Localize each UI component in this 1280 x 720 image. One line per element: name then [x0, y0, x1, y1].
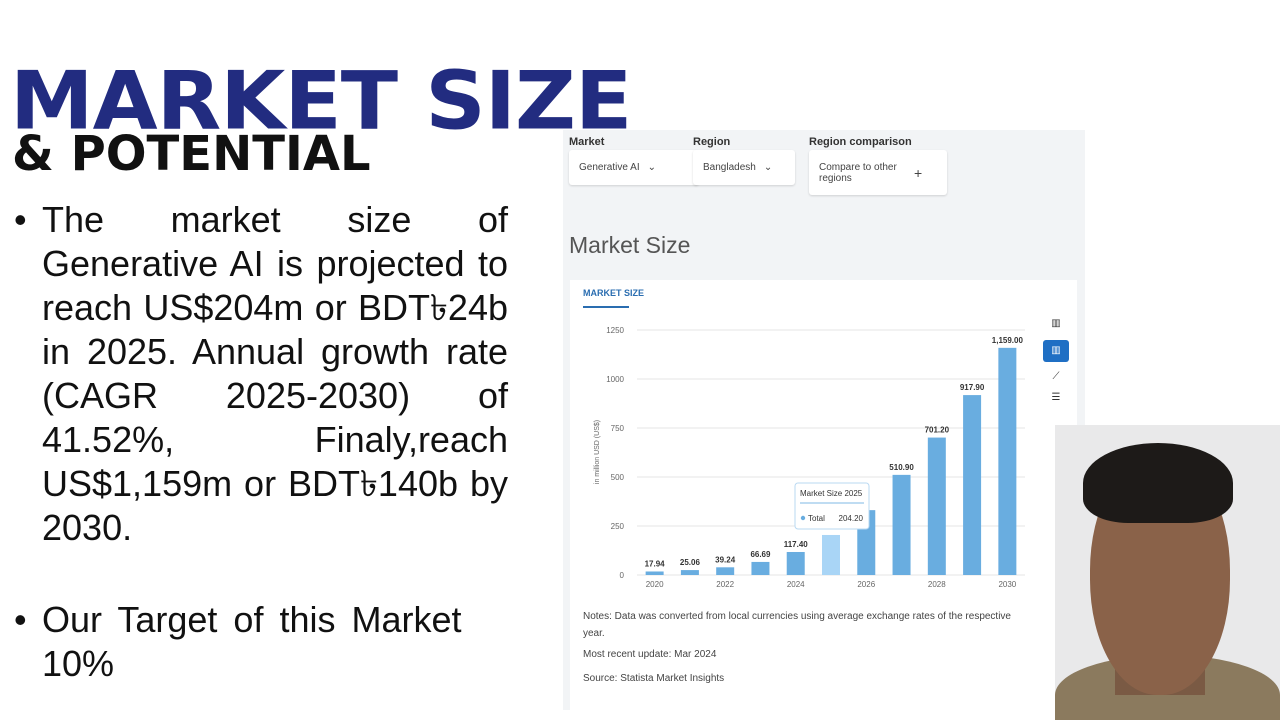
heading: Market Size	[569, 232, 691, 258]
value-label: 17.94	[645, 559, 666, 568]
y-tick-label: 1250	[606, 326, 624, 335]
webcam	[1055, 425, 1280, 720]
bar	[998, 347, 1017, 575]
y-tick-label: 750	[611, 424, 625, 433]
x-tick-label: 2024	[787, 580, 805, 589]
bullet-text: Our Target of this Market 10%	[42, 599, 462, 684]
note: Source: Statista Market Insights	[583, 673, 725, 684]
tooltip-dot	[800, 515, 806, 521]
y-tick-label: 1000	[606, 375, 624, 384]
bar	[892, 474, 911, 575]
y-tick-label: 250	[611, 522, 625, 531]
note: Notes: Data was converted from local cur…	[583, 611, 1011, 639]
tooltip-title: Market Size 2025	[800, 489, 863, 498]
bullet: • Our Target of this Market 10%	[14, 598, 508, 686]
filter-label: Region	[693, 136, 731, 148]
y-tick-label: 0	[620, 571, 625, 580]
bar	[751, 561, 770, 575]
icon[interactable]: ☰	[1051, 392, 1061, 403]
x-tick-label: 2022	[716, 580, 734, 589]
icon[interactable]: ▥	[1051, 318, 1061, 329]
filter-label: Market	[569, 136, 605, 148]
y-tick-label: 500	[611, 473, 625, 482]
icon[interactable]: ⟋	[1052, 371, 1060, 382]
bar	[927, 437, 946, 575]
chart-toolbar: ▥ ▥ ⟋ ☰	[1043, 318, 1069, 428]
subtitle: & POTENTIAL	[12, 126, 371, 182]
x-tick-label: 2028	[928, 580, 946, 589]
dropdown-value: Generative AI	[579, 162, 640, 173]
title: MARKET SIZE	[10, 54, 632, 148]
value-label: 25.06	[680, 558, 701, 567]
value-label: 917.90	[960, 383, 985, 392]
tab[interactable]: MARKET SIZE	[583, 288, 645, 298]
x-tick-label: 2020	[646, 580, 664, 589]
value-label: 1,159.00	[992, 336, 1024, 345]
icon[interactable]: ▥	[1043, 340, 1069, 362]
dropdown[interactable]: Bangladesh ⌄	[693, 150, 795, 185]
button-text: Compare to other regions	[819, 161, 897, 184]
value-label: 701.20	[925, 426, 950, 435]
dropdown-value: Bangladesh	[703, 162, 756, 173]
bar	[680, 570, 699, 575]
bar	[645, 571, 664, 575]
value-label: 510.90	[889, 463, 914, 472]
note: Most recent update: Mar 2024	[583, 649, 717, 660]
bar	[716, 567, 735, 575]
bar	[822, 534, 840, 575]
value-label: 117.40	[784, 540, 809, 549]
value-label: 39.24	[715, 555, 736, 564]
bar	[786, 551, 805, 575]
bullet-text: The market size of Generative AI is proj…	[42, 199, 508, 548]
x-tick-label: 2026	[857, 580, 875, 589]
y-axis-label: in million USD (US$)	[594, 420, 601, 484]
tooltip-value: 204.20	[839, 514, 864, 523]
filter-label: Region comparison	[809, 136, 912, 148]
button[interactable]: Compare to other regions +	[809, 150, 947, 195]
value-label: 66.69	[750, 550, 771, 559]
hair	[1083, 443, 1233, 523]
tab-underline	[583, 306, 629, 308]
tooltip	[794, 482, 870, 530]
x-tick-label: 2030	[998, 580, 1016, 589]
tooltip-name: Total	[808, 514, 825, 523]
dropdown[interactable]: Generative AI ⌄	[569, 150, 699, 185]
bullet: • The market size of Generative AI is pro…	[14, 199, 508, 548]
bar	[963, 395, 982, 575]
